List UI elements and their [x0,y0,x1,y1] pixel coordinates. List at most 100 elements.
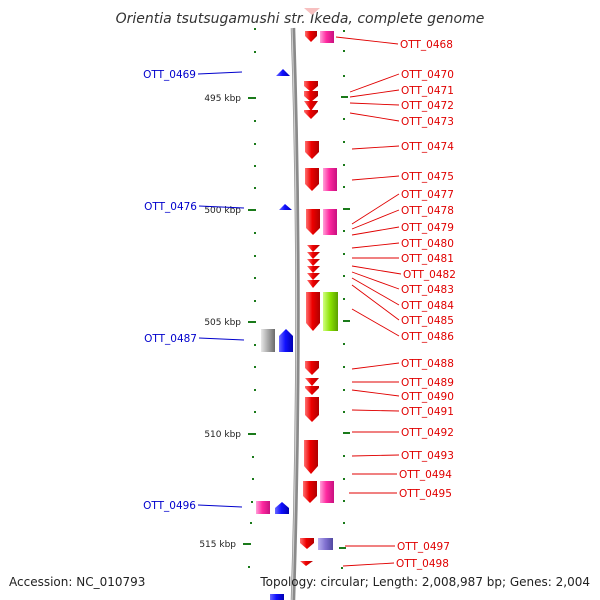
gene-label[interactable]: OTT_0477 [401,189,454,201]
gene-label[interactable]: OTT_0489 [401,377,454,389]
gene-label[interactable]: OTT_0481 [401,253,454,265]
feature-gray[interactable] [261,329,275,352]
gene-label[interactable]: OTT_0476 [144,201,197,213]
rna-arrow[interactable] [320,31,334,43]
gene-label[interactable]: OTT_0474 [401,141,454,153]
gene-label[interactable]: OTT_0483 [401,284,454,296]
gene-arrow[interactable] [307,273,320,280]
gene-arrow[interactable] [307,280,320,288]
gene-label[interactable]: OTT_0491 [401,406,454,418]
kbp-tick [248,433,256,435]
gene-arrow[interactable] [305,386,319,395]
rna-arrow[interactable] [320,481,334,503]
leader-line [349,89,400,98]
gene-label[interactable]: OTT_0487 [144,333,197,345]
minor-tick [343,118,345,120]
gene-label[interactable]: OTT_0493 [401,450,454,462]
gene-label[interactable]: OTT_0468 [400,39,453,51]
leader-line [351,145,400,150]
gene-arrow[interactable] [303,481,317,503]
kbp-label: 495 kbp [204,94,241,104]
feature-green[interactable] [323,292,338,331]
minor-tick [343,343,345,345]
gene-label[interactable]: OTT_0492 [401,427,454,439]
gene-arrow[interactable] [305,141,319,159]
gene-arrow[interactable] [305,397,319,422]
leader-line [349,112,400,122]
gene-arrow-reverse-partial[interactable] [270,594,284,600]
minor-tick [254,255,256,257]
rna-arrow[interactable] [323,209,337,235]
gene-arrow[interactable] [305,168,319,191]
gene-label[interactable]: OTT_0490 [401,391,454,403]
minor-tick [254,187,256,189]
gene-label[interactable]: OTT_0480 [401,238,454,250]
gene-arrow[interactable] [306,292,320,331]
minor-tick [343,389,345,391]
major-tick [343,208,350,210]
leader-line [351,409,400,412]
gene-label[interactable]: OTT_0472 [401,100,454,112]
minor-tick [254,300,256,302]
gene-arrow[interactable] [304,440,318,474]
gene-arrow[interactable] [300,561,313,566]
feature-purple[interactable] [318,538,333,550]
leader-line [351,284,400,321]
genome-backbone-highlight [291,27,298,600]
gene-label[interactable]: OTT_0494 [399,469,452,481]
leader-line [351,242,400,249]
gene-arrow-reverse[interactable] [279,329,293,352]
gene-arrow[interactable] [304,101,318,111]
gene-label[interactable]: OTT_0475 [401,171,454,183]
gene-label[interactable]: OTT_0471 [401,85,454,97]
gene-arrow[interactable] [304,81,318,92]
leader-line [335,36,399,45]
gene-label[interactable]: OTT_0486 [401,331,454,343]
minor-tick [254,165,256,167]
gene-arrow-reverse[interactable] [276,69,290,76]
gene-label[interactable]: OTT_0469 [143,69,196,81]
minor-tick [343,230,345,232]
gene-label[interactable]: OTT_0498 [396,558,449,570]
gene-arrow[interactable] [304,91,318,102]
gene-arrow[interactable] [305,31,317,42]
gene-label[interactable]: OTT_0470 [401,69,454,81]
minor-ticks [248,28,350,569]
gene-arrow[interactable] [307,266,320,273]
gene-label[interactable]: OTT_0488 [401,358,454,370]
minor-tick [343,253,345,255]
gene-label[interactable]: OTT_0482 [403,269,456,281]
kbp-label: 510 kbp [204,430,241,440]
gene-label[interactable]: OTT_0497 [397,541,450,553]
leader-line [351,308,400,337]
gene-arrow[interactable] [304,110,318,119]
forward-strand-genes [300,31,338,566]
gene-arrow[interactable] [307,252,320,259]
gene-arrow[interactable] [307,245,320,252]
gene-label[interactable]: OTT_0473 [401,116,454,128]
leader-line [198,337,245,341]
gene-arrow-reverse[interactable] [275,502,289,514]
left-labels: OTT_0469 OTT_0476 OTT_0487 OTT_0496 [143,69,245,512]
rna-arrow[interactable] [323,168,337,191]
gene-arrow-reverse[interactable] [279,204,292,210]
minor-tick [343,141,345,143]
gene-label[interactable]: OTT_0484 [401,300,454,312]
gene-arrow[interactable] [305,378,319,386]
gene-arrow[interactable] [300,538,314,549]
minor-tick [343,50,345,52]
minor-tick [343,455,345,457]
gene-arrow[interactable] [306,209,320,235]
minor-tick [343,522,345,524]
gene-label[interactable]: OTT_0496 [143,500,196,512]
gene-label[interactable]: OTT_0479 [401,222,454,234]
gene-arrow[interactable] [305,361,319,375]
gene-arrow[interactable] [307,259,320,266]
gene-label[interactable]: OTT_0485 [401,315,454,327]
gene-label[interactable]: OTT_0478 [401,205,454,217]
rna-arrow-reverse[interactable] [256,501,270,514]
major-tick [339,547,346,549]
minor-tick [252,478,254,480]
gene-label[interactable]: OTT_0495 [399,488,452,500]
